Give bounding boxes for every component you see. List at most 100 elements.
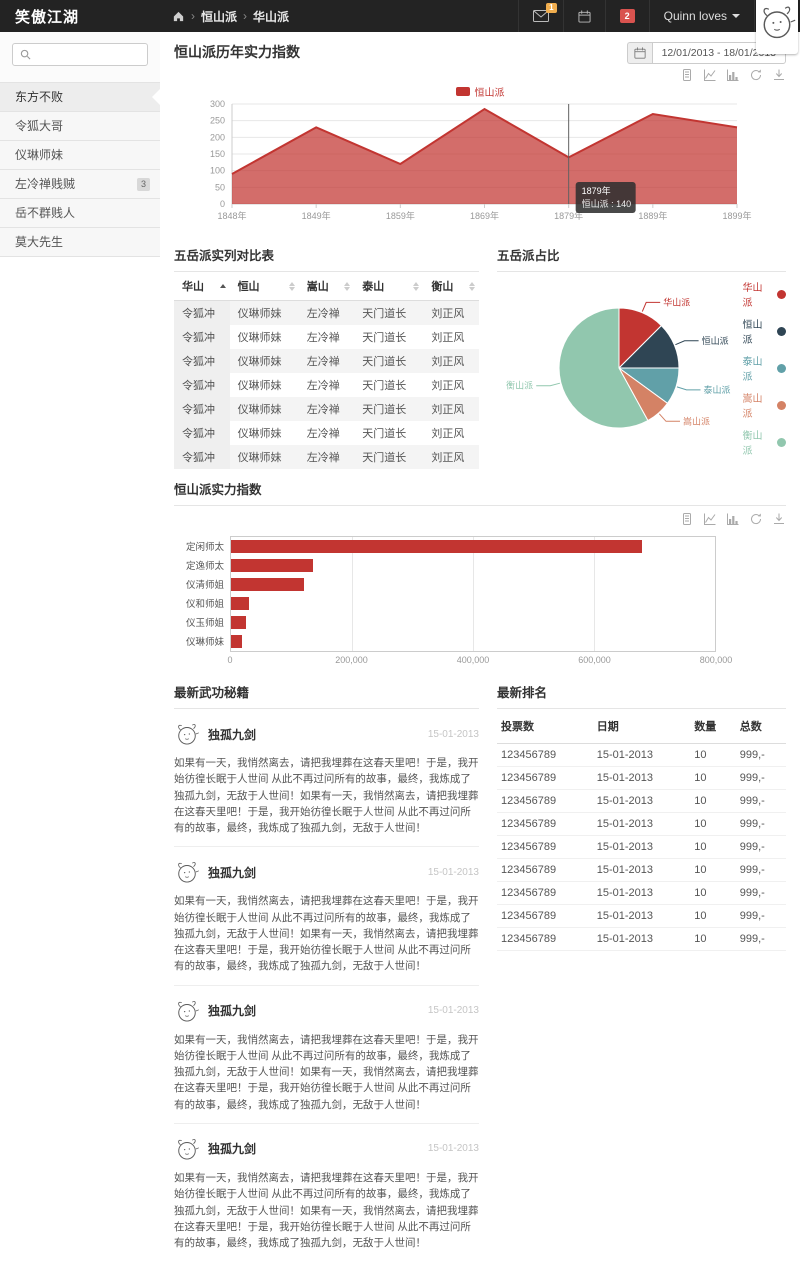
svg-text:1869年: 1869年 bbox=[470, 210, 499, 221]
bar-category-label: 定逸师太 bbox=[185, 560, 224, 572]
feed-item-title[interactable]: 独孤九剑 bbox=[208, 727, 257, 742]
table-row: 令狐冲 仪琳师妹 左冷禅 天门道长 刘正风 bbox=[174, 349, 479, 373]
svg-text:1879年: 1879年 bbox=[582, 185, 611, 196]
sidebar-item-1[interactable]: 令狐大哥 bbox=[0, 112, 160, 141]
legend-dot bbox=[777, 363, 786, 373]
download-icon[interactable] bbox=[772, 68, 786, 82]
sort-asc-icon bbox=[219, 284, 226, 288]
pie-legend-item-2[interactable]: 泰山派 bbox=[742, 353, 786, 383]
sidebar-item-3[interactable]: 左冷禅贱贼 3 bbox=[0, 170, 160, 199]
sidebar-item-5[interactable]: 莫大先生 bbox=[0, 228, 160, 257]
line-chart-icon[interactable] bbox=[703, 512, 717, 526]
bar-chart-panel: 恒山派实力指数 定闲师太 定逸师太 仪清师姐 仪和师姐 仪玉师姐 仪琳师妹 0 200,00… bbox=[174, 479, 786, 668]
chart-toolbox bbox=[174, 510, 786, 528]
line-chart-icon[interactable] bbox=[703, 68, 717, 82]
messages-button[interactable]: 1 bbox=[517, 0, 563, 32]
rank-col-header: 投票数 bbox=[497, 709, 593, 744]
breadcrumb-link-1[interactable]: 恒山派 bbox=[201, 9, 238, 24]
chevron-down-icon bbox=[732, 14, 740, 18]
bar-category-label: 定闲师太 bbox=[185, 541, 224, 553]
area-chart[interactable]: 0 50 100 150 200 250 300 1848年 1849年 1859年 1869年 18… bbox=[174, 98, 784, 230]
legend-swatch bbox=[455, 86, 470, 96]
pie-legend-item-0[interactable]: 华山派 bbox=[742, 279, 786, 309]
rank-col-header: 日期 bbox=[592, 709, 691, 744]
bar-row[interactable] bbox=[231, 632, 715, 651]
avatar-cell[interactable] bbox=[754, 0, 800, 54]
home-icon[interactable] bbox=[172, 10, 185, 23]
bar-chart[interactable]: 定闲师太 定逸师太 仪清师姐 仪和师姐 仪玉师姐 仪琳师妹 bbox=[174, 536, 786, 652]
sort-icon bbox=[413, 281, 420, 291]
data-view-icon[interactable] bbox=[680, 512, 694, 526]
bar-category-label: 仪玉师姐 bbox=[185, 617, 224, 629]
date-range-value[interactable]: 12/01/2013 - 18/01/2013 bbox=[651, 42, 786, 64]
bar-chart-title: 恒山派实力指数 bbox=[174, 479, 786, 506]
compare-col-1[interactable]: 恒山 bbox=[229, 272, 299, 301]
bar-row[interactable] bbox=[231, 556, 715, 575]
bar-row[interactable] bbox=[231, 537, 715, 556]
compare-col-4[interactable]: 衡山 bbox=[423, 272, 479, 301]
compare-col-0[interactable]: 华山 bbox=[174, 272, 230, 301]
pie-legend-item-1[interactable]: 恒山派 bbox=[742, 316, 786, 346]
rank-col-header: 总数 bbox=[735, 709, 786, 744]
compare-table-panel: 五岳派实列对比表 华山 恒山 嵩山 泰山 衡山 令狐冲 仪琳师妹 左冷禅 天门道长 刘正风 令狐冲… bbox=[174, 245, 479, 469]
search-box[interactable] bbox=[12, 43, 148, 66]
rank-panel: 最新排名 投票数 日期 数量 总数 123456789 15-01-2013 10 999,… bbox=[497, 682, 786, 1261]
mail-icon bbox=[532, 10, 549, 22]
pie-legend: 华山派恒山派泰山派嵩山派衡山派 bbox=[742, 279, 786, 457]
avatar[interactable] bbox=[756, 0, 798, 54]
sidebar-item-2[interactable]: 仪琳师妹 bbox=[0, 141, 160, 170]
user-menu[interactable]: Quinn loves bbox=[648, 0, 754, 32]
mascot-avatar bbox=[174, 1136, 200, 1162]
date-range-picker[interactable]: 12/01/2013 - 18/01/2013 bbox=[626, 42, 786, 64]
svg-text:0: 0 bbox=[220, 199, 225, 209]
feed-panel: 最新武功秘籍 独孤九剑 15-01-2013 如果有一天，我悄然离去，请把我埋葬… bbox=[174, 682, 479, 1261]
restore-icon[interactable] bbox=[749, 512, 763, 526]
app-brand[interactable]: 笑傲江湖 bbox=[15, 8, 80, 26]
compare-col-2[interactable]: 嵩山 bbox=[298, 272, 355, 301]
feed-list: 独孤九剑 15-01-2013 如果有一天，我悄然离去，请把我埋葬在这春天里吧！… bbox=[174, 709, 479, 1261]
calendar-button[interactable] bbox=[562, 0, 605, 32]
sidebar-item-4[interactable]: 岳不群贱人 bbox=[0, 199, 160, 228]
notifications-button[interactable]: 2 bbox=[604, 0, 649, 32]
svg-text:100: 100 bbox=[210, 166, 225, 176]
area-chart-legend[interactable]: 恒山派 bbox=[174, 84, 786, 99]
table-row: 令狐冲 仪琳师妹 左冷禅 天门道长 刘正风 bbox=[174, 300, 479, 325]
feed-item-text: 如果有一天，我悄然离去，请把我埋葬在这春天里吧！于是，我开始彷徨长眠于人世间 从… bbox=[174, 1033, 479, 1111]
table-row: 令狐冲 仪琳师妹 左冷禅 天门道长 刘正风 bbox=[174, 325, 479, 349]
rank-title: 最新排名 bbox=[497, 682, 786, 709]
bar-row[interactable] bbox=[231, 613, 715, 632]
download-icon[interactable] bbox=[772, 512, 786, 526]
search-icon bbox=[20, 49, 31, 60]
search-input[interactable] bbox=[36, 48, 140, 61]
breadcrumb-link-2[interactable]: 华山派 bbox=[253, 9, 290, 24]
compare-col-3[interactable]: 泰山 bbox=[354, 272, 424, 301]
bar-chart-icon[interactable] bbox=[726, 512, 740, 526]
table-row: 123456789 15-01-2013 10 999,- bbox=[497, 904, 786, 928]
compare-table-title: 五岳派实列对比表 bbox=[174, 245, 479, 272]
user-menu-label: Quinn loves bbox=[663, 9, 727, 23]
pie-title: 五岳派占比 bbox=[497, 245, 786, 272]
sidebar-item-0[interactable]: 东方不败 bbox=[0, 83, 160, 112]
table-row: 123456789 15-01-2013 10 999,- bbox=[497, 835, 786, 859]
pie-slice-4[interactable] bbox=[558, 307, 649, 429]
data-view-icon[interactable] bbox=[680, 68, 694, 82]
sidebar: 东方不败 令狐大哥 仪琳师妹 左冷禅贱贼 3 岳不群贱人 莫大先生 bbox=[0, 32, 160, 257]
feed-item-title[interactable]: 独孤九剑 bbox=[208, 1004, 257, 1019]
feed-item-title[interactable]: 独孤九剑 bbox=[208, 1142, 257, 1157]
pie-legend-item-4[interactable]: 衡山派 bbox=[742, 427, 786, 457]
bar-row[interactable] bbox=[231, 575, 715, 594]
feed-item-1: 独孤九剑 15-01-2013 如果有一天，我悄然离去，请把我埋葬在这春天里吧！… bbox=[174, 847, 479, 986]
restore-icon[interactable] bbox=[749, 68, 763, 82]
pie-legend-item-3[interactable]: 嵩山派 bbox=[742, 390, 786, 420]
rank-col-header: 数量 bbox=[690, 709, 736, 744]
rank-table: 投票数 日期 数量 总数 123456789 15-01-2013 10 999,- 1234… bbox=[497, 709, 786, 951]
mascot-avatar bbox=[757, 0, 797, 44]
feed-item-title[interactable]: 独孤九剑 bbox=[208, 865, 257, 880]
calendar-addon[interactable] bbox=[626, 42, 652, 64]
svg-text:华山派: 华山派 bbox=[663, 296, 690, 307]
mascot-avatar bbox=[174, 859, 200, 885]
bar-row[interactable] bbox=[231, 594, 715, 613]
breadcrumb-separator: › bbox=[191, 9, 195, 23]
bar-chart-icon[interactable] bbox=[726, 68, 740, 82]
